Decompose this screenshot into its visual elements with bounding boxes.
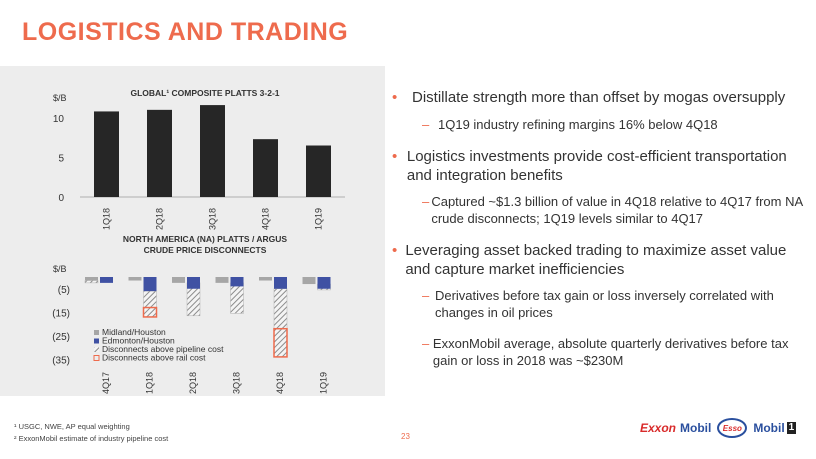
bar-midland: [259, 277, 272, 281]
global-composite-chart: $/B GLOBAL¹ COMPOSITE PLATTS 3-2-1 10 5 0 1Q1…: [53, 88, 345, 230]
sub-bullet-text: ExxonMobil average, absolute quarterly d…: [432, 336, 789, 368]
footnote-1: ¹ USGC, NWE, AP equal weighting: [14, 422, 130, 431]
bar-pipeline-disconnect: [230, 282, 244, 314]
bullet-item: • Distillate strength more than offset b…: [392, 88, 808, 108]
x-tick-label: 1Q18: [102, 208, 112, 230]
y-tick-label: (25): [52, 332, 70, 343]
bullet-item: • Leveraging asset backed trading to max…: [392, 241, 808, 279]
sub-bullet: – ExxonMobil average, absolute quarterly…: [422, 335, 808, 369]
bar: [306, 145, 331, 197]
y-tick-label: (35): [52, 355, 70, 366]
bar-edmonton: [274, 277, 287, 289]
bar: [200, 105, 225, 197]
page-title: LOGISTICS AND TRADING: [22, 18, 349, 46]
bar-edmonton: [187, 277, 200, 289]
bar-midland: [128, 277, 142, 281]
legend-label: Disconnects above pipeline cost: [102, 344, 224, 354]
chart-title-line-2: CRUDE PRICE DISCONNECTS: [144, 245, 267, 255]
y-axis-unit-label: $/B: [53, 264, 67, 274]
mobil1-logo-text: Mobil: [753, 421, 785, 435]
x-tick-label: 2Q18: [155, 208, 165, 230]
x-tick-label: 4Q18: [261, 208, 271, 230]
legend-label: Midland/Houston: [102, 327, 166, 337]
sub-bullet-text: Captured ~$1.3 billion of value in 4Q18 …: [431, 194, 803, 226]
bar-midland: [302, 277, 316, 285]
bar-midland: [215, 277, 229, 283]
chart-title-line-1: NORTH AMERICA (NA) PLATTS / ARGUS: [123, 234, 287, 244]
bar-pipeline-disconnect: [84, 280, 99, 284]
bullet-text: Logistics investments provide cost-effic…: [406, 148, 787, 184]
legend-marker: [94, 338, 99, 344]
brand-logos: Exxon Mobil Esso Mobil 1: [640, 418, 797, 438]
sub-bullet-marker: –: [422, 288, 430, 303]
bullet-text: Leveraging asset backed trading to maxim…: [405, 242, 787, 278]
y-axis-unit-label: $/B: [53, 93, 67, 103]
sub-bullet-text: Derivatives before tax gain or loss inve…: [434, 288, 774, 320]
charts-panel: $/B GLOBAL¹ COMPOSITE PLATTS 3-2-1 10 5 0 1Q1…: [0, 66, 385, 396]
page-number: 23: [401, 432, 410, 441]
bar: [253, 139, 278, 197]
bar: [147, 109, 172, 197]
sub-bullet-marker: –: [422, 336, 430, 351]
x-tick-label: 1Q18: [144, 372, 154, 394]
sub-bullet-text: 1Q19 industry refining margins 16% below…: [438, 117, 718, 132]
chart-title: GLOBAL¹ COMPOSITE PLATTS 3-2-1: [130, 88, 279, 98]
bullet-item: • Logistics investments provide cost-eff…: [392, 147, 808, 185]
mobil1-logo: Mobil 1: [753, 421, 797, 435]
y-tick-label: (15): [52, 308, 70, 319]
footnote-2: ² ExxonMobil estimate of industry pipeli…: [14, 434, 169, 443]
exxon-logo: Exxon: [640, 421, 677, 435]
bullet-marker: •: [392, 242, 398, 259]
bullet-text: Distillate strength more than offset by …: [412, 89, 786, 106]
bar-midland: [85, 277, 98, 281]
x-tick-label: 2Q18: [188, 372, 198, 394]
bullet-list: • Distillate strength more than offset b…: [392, 88, 808, 383]
bullet-marker: •: [392, 148, 398, 165]
bar-edmonton: [100, 277, 113, 283]
bar-pipeline-disconnect: [273, 288, 288, 358]
x-tick-label: 3Q18: [208, 208, 218, 230]
bar-rail-disconnect: [273, 327, 288, 358]
bar-midland: [172, 277, 185, 283]
y-tick-label: 10: [53, 114, 65, 125]
x-tick-label: 1Q19: [318, 372, 328, 394]
x-tick-label: 4Q17: [101, 372, 111, 394]
x-tick-label: 3Q18: [231, 372, 241, 394]
sub-bullet-marker: –: [422, 117, 430, 132]
x-tick-label: 4Q18: [275, 372, 285, 394]
bullet-marker: •: [392, 89, 398, 106]
legend-label: Edmonton/Houston: [102, 336, 175, 346]
y-tick-label: (5): [58, 285, 70, 296]
sub-bullet-marker: –: [422, 194, 430, 209]
bar-edmonton: [143, 277, 157, 292]
footnotes: ¹ USGC, NWE, AP equal weighting ² ExxonM…: [14, 421, 168, 445]
legend-marker: [93, 355, 100, 361]
bar: [94, 111, 119, 197]
sub-bullet: – Derivatives before tax gain or loss in…: [422, 287, 808, 321]
bar-pipeline-disconnect: [143, 290, 157, 318]
mobil-logo: Mobil: [680, 421, 712, 435]
sub-bullet: – 1Q19 industry refining margins 16% bel…: [422, 116, 808, 133]
x-tick-label: 1Q19: [314, 208, 324, 230]
bar-rail-disconnect: [142, 306, 158, 318]
bar-edmonton: [317, 277, 331, 289]
legend-marker: [94, 347, 99, 352]
esso-logo: Esso: [717, 418, 748, 438]
legend-label: Disconnects above rail cost: [102, 353, 206, 363]
y-tick-label: 0: [58, 193, 64, 204]
bar-edmonton: [230, 277, 244, 287]
legend-marker: [94, 330, 99, 335]
y-tick-label: 5: [58, 153, 64, 164]
sub-bullet: – Captured ~$1.3 billion of value in 4Q1…: [422, 193, 808, 227]
mobil1-logo-one: 1: [786, 422, 797, 434]
